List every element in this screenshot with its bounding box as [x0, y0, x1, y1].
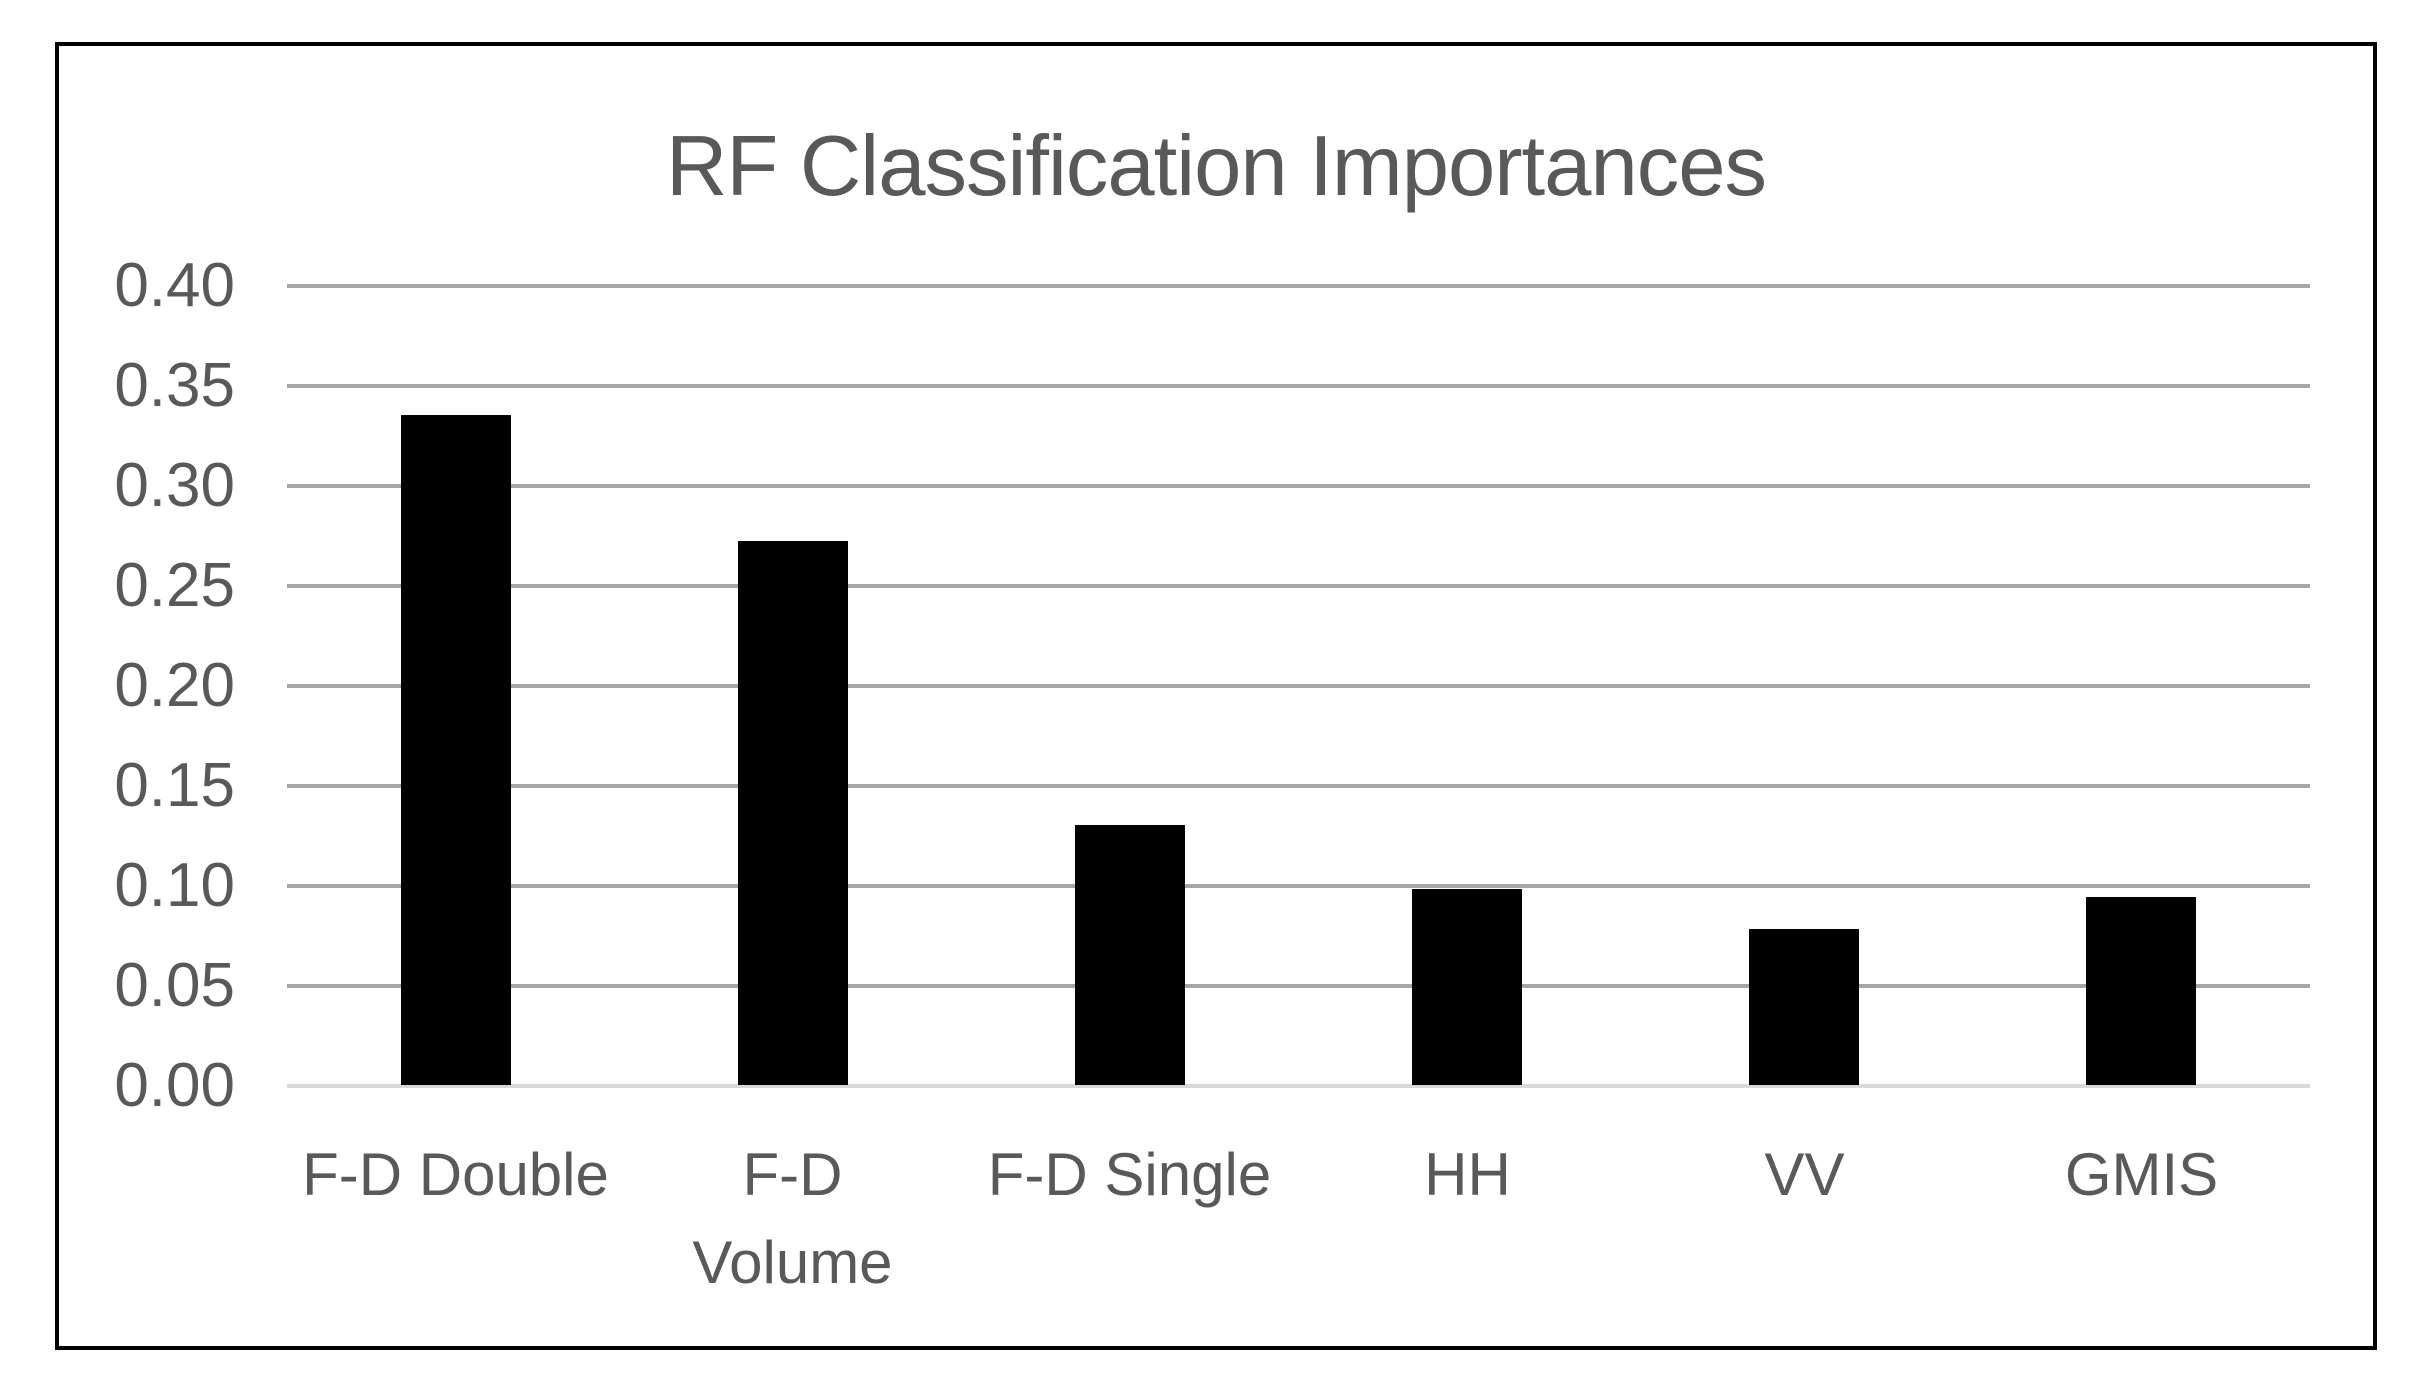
x-axis-line: [287, 1084, 2310, 1088]
x-category-label-gmis: GMIS: [2064, 1141, 2219, 1208]
y-tick-label-0.25: 0.25: [114, 551, 235, 620]
x-category-label-f-d-volume: F-D Volume: [692, 1141, 893, 1296]
x-category-label-vv: VV: [1764, 1141, 1845, 1208]
x-category-label-hh: HH: [1424, 1141, 1511, 1208]
y-tick-label-0.40: 0.40: [114, 251, 235, 320]
y-tick-label-0.00: 0.00: [114, 1051, 235, 1120]
gridline-0.35: [287, 384, 2310, 388]
bar-vv: [1749, 929, 1859, 1085]
y-tick-label-0.05: 0.05: [114, 951, 235, 1020]
bar-f-d-single: [1075, 825, 1185, 1085]
y-tick-label-0.20: 0.20: [114, 651, 235, 720]
gridline-0.10: [287, 884, 2310, 888]
gridline-0.15: [287, 784, 2310, 788]
y-tick-label-0.10: 0.10: [114, 851, 235, 920]
y-tick-label-0.15: 0.15: [114, 751, 235, 820]
gridline-0.05: [287, 984, 2310, 988]
y-tick-label-0.30: 0.30: [114, 451, 235, 520]
gridline-0.30: [287, 484, 2310, 488]
x-category-label-f-d-single: F-D Single: [987, 1141, 1272, 1208]
gridline-0.40: [287, 284, 2310, 288]
x-category-label-f-d-double: F-D Double: [302, 1141, 609, 1208]
bar-f-d-volume: [738, 541, 848, 1085]
bar-f-d-double: [401, 415, 511, 1085]
bar-hh: [1412, 889, 1522, 1085]
bar-gmis: [2086, 897, 2196, 1085]
y-tick-label-0.35: 0.35: [114, 351, 235, 420]
gridline-0.20: [287, 684, 2310, 688]
chart-title: RF Classification Importances: [666, 119, 1767, 214]
gridline-0.25: [287, 584, 2310, 588]
